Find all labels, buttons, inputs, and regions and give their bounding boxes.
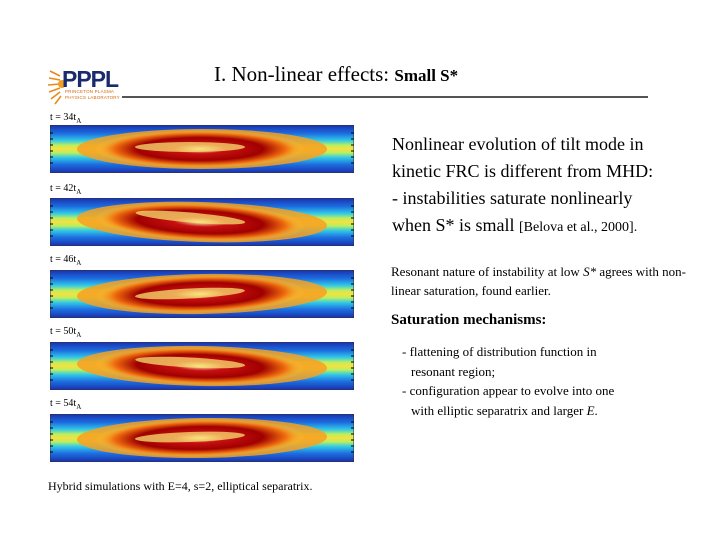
logo-subtext: PHYSICS LABORATORY <box>65 95 120 100</box>
title-sub: Small S* <box>394 66 459 85</box>
slide-title: I. Non-linear effects: Small S* <box>214 62 458 87</box>
simulation-panel <box>50 198 354 246</box>
list-item: - flattening of distribution function in <box>402 344 597 359</box>
saturation-list: - flattening of distribution function in… <box>402 342 702 420</box>
intro-line: - instabilities saturate nonlinearly <box>392 188 633 208</box>
figure-caption: Hybrid simulations with E=4, s=2, ellipt… <box>48 479 313 493</box>
list-item: - configuration appear to evolve into on… <box>402 383 615 398</box>
frame-time-label: t = 54tA <box>50 398 82 411</box>
logo-subtext: PRINCETON PLASMA <box>65 89 115 94</box>
frame-time-label: t = 46tA <box>50 254 82 267</box>
title-rule <box>122 96 648 98</box>
resonant-paragraph: Resonant nature of instability at low S*… <box>391 264 686 298</box>
list-item-cont: with elliptic separatrix and larger E. <box>411 402 598 418</box>
intro-paragraph: Nonlinear evolution of tilt mode in kine… <box>392 131 702 241</box>
title-main: I. Non-linear effects: <box>214 62 395 86</box>
intro-line: Nonlinear evolution of tilt mode in <box>392 134 644 154</box>
sunburst-icon <box>48 70 66 105</box>
pppl-logo: PPPL PRINCETON PLASMA PHYSICS LABORATORY <box>48 66 120 106</box>
saturation-heading: Saturation mechanisms: <box>391 312 547 328</box>
logo-text: PPPL <box>62 66 119 92</box>
frame-time-label: t = 50tA <box>50 326 82 339</box>
intro-line: kinetic FRC is different from MHD: <box>392 161 654 181</box>
frame-time-label: t = 42tA <box>50 183 82 196</box>
simulation-panel <box>50 270 354 318</box>
simulation-panel <box>50 342 354 390</box>
citation: [Belova et al., 2000]. <box>519 220 638 235</box>
intro-line: when S* is small [Belova et al., 2000]. <box>392 215 638 235</box>
frame-time-label: t = 34tA <box>50 112 82 125</box>
simulation-panel <box>50 414 354 462</box>
simulation-panel <box>50 125 354 173</box>
list-item-cont: resonant region; <box>411 363 496 379</box>
